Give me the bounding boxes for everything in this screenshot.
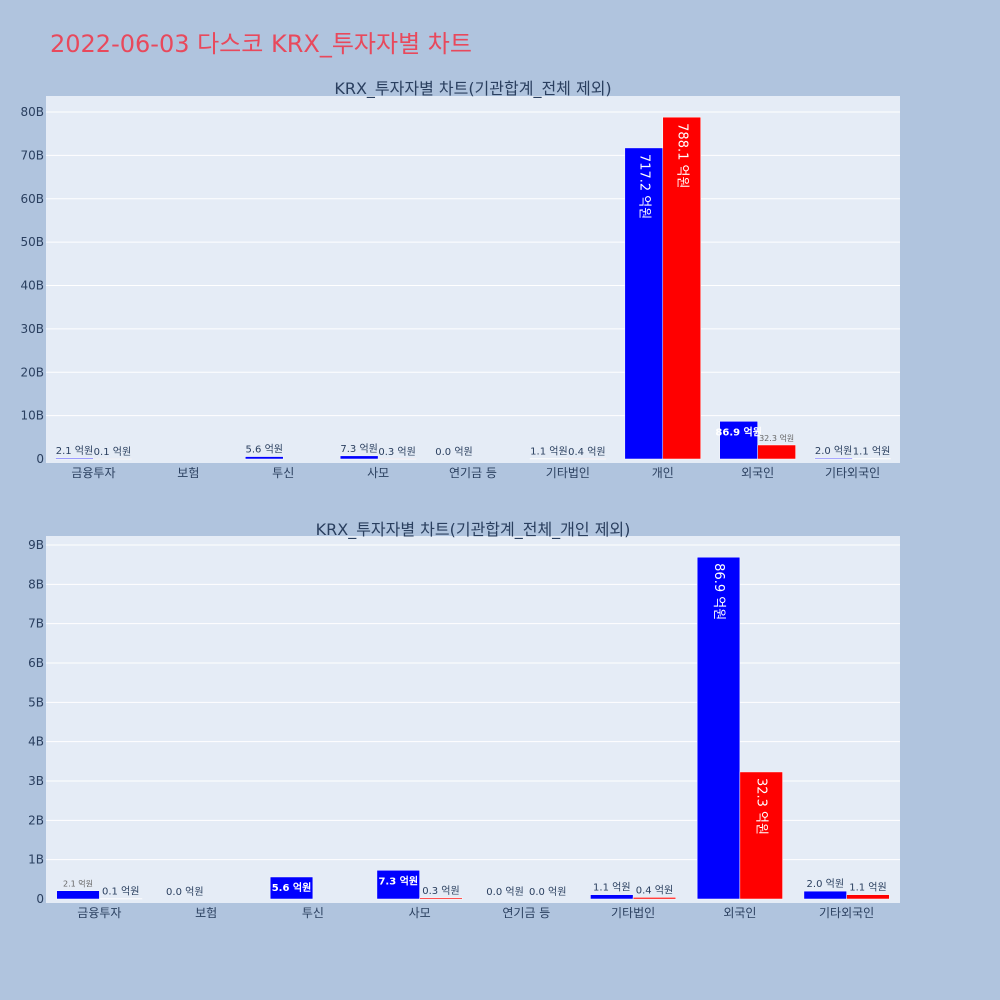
- y-tick-label: 0: [36, 452, 44, 466]
- bar: [419, 897, 463, 900]
- y-tick-label: 60B: [20, 192, 44, 206]
- data-label: 2.1 억원: [56, 445, 93, 457]
- data-label: 717.2 억원: [636, 154, 651, 219]
- data-label: 7.3 억원: [378, 874, 418, 887]
- bar: [719, 421, 758, 460]
- data-label: 0.1 억원: [102, 886, 139, 898]
- bar: [757, 444, 796, 460]
- x-tick-label: 기타외국인: [819, 906, 874, 920]
- bar: [662, 116, 701, 460]
- y-tick-label: 50B: [20, 235, 44, 249]
- data-label: 0.0 억원: [486, 886, 523, 898]
- data-label: 2.1 억원: [63, 879, 93, 889]
- plot-area: [46, 96, 900, 463]
- chart-2: 0 1B 2B 3B 4B 5B 6B 7B 8B 9B KRX_투자자별 차트(기관합계_전체_개…: [28, 520, 900, 920]
- x-tick-label: 외국인: [741, 466, 774, 480]
- data-label: 86.9 억원: [715, 425, 762, 438]
- bar: [803, 890, 847, 900]
- bar: [55, 457, 94, 460]
- bar: [56, 890, 100, 900]
- data-label: 0.1 억원: [94, 446, 131, 458]
- x-tick-label: 투신: [302, 906, 324, 920]
- y-tick-label: 3B: [28, 774, 44, 788]
- y-tick-label: 1B: [28, 853, 44, 867]
- data-label: 32.3 억원: [759, 433, 794, 443]
- data-label: 0.0 억원: [166, 886, 203, 898]
- data-label: 1.1 억원: [849, 882, 886, 894]
- y-tick-label: 40B: [20, 279, 44, 293]
- bar: [624, 147, 664, 460]
- data-label: 2.0 억원: [807, 878, 844, 890]
- bar: [376, 870, 420, 900]
- y-tick-label: 20B: [20, 365, 44, 379]
- y-tick-label: 8B: [28, 577, 44, 591]
- bar: [739, 771, 783, 900]
- bar: [269, 876, 314, 900]
- x-tick-label: 보험: [177, 466, 199, 480]
- y-tick-label: 4B: [28, 735, 44, 749]
- x-tick-label: 투신: [272, 466, 294, 480]
- bar: [632, 897, 677, 900]
- data-label: 1.1 억원: [593, 882, 630, 894]
- x-tick-label: 기타법인: [611, 906, 655, 920]
- data-label: 0.0 억원: [529, 886, 566, 898]
- y-tick-label: 5B: [28, 695, 44, 709]
- x-tick-label: 사모: [409, 906, 431, 920]
- x-tick-label: 연기금 등: [502, 906, 550, 920]
- y-tick-label: 70B: [20, 148, 44, 162]
- y-tick-label: 6B: [28, 656, 44, 670]
- bar: [814, 457, 853, 460]
- y-tick-label: 7B: [28, 617, 44, 631]
- x-tick-label: 기타법인: [546, 466, 590, 480]
- data-label: 0.3 억원: [422, 885, 459, 897]
- y-tick-label: 9B: [28, 538, 44, 552]
- x-tick-label: 금융투자: [77, 906, 121, 920]
- x-tick-label: 외국인: [723, 906, 756, 920]
- bar: [339, 455, 379, 460]
- main-title: 2022-06-03 다스코 KRX_투자자별 차트: [50, 30, 472, 58]
- data-label: 0.4 억원: [636, 884, 673, 896]
- data-label: 2.0 억원: [815, 445, 852, 457]
- data-label: 7.3 억원: [340, 443, 377, 455]
- x-tick-label: 기타외국인: [825, 466, 880, 480]
- data-label: 788.1 억원: [674, 123, 689, 188]
- x-tick-label: 금융투자: [71, 466, 115, 480]
- x-tick-label: 개인: [652, 466, 674, 480]
- chart-title: KRX_투자자별 차트(기관합계_전체_개인 제외): [316, 520, 631, 540]
- bar: [590, 894, 634, 900]
- data-label: 0.4 억원: [568, 446, 605, 458]
- data-label: 0.0 억원: [435, 446, 472, 458]
- chart-title: KRX_투자자별 차트(기관합계_전체 제외): [334, 79, 611, 99]
- y-tick-label: 30B: [20, 322, 44, 336]
- x-tick-label: 사모: [367, 466, 389, 480]
- data-label: 5.6 억원: [246, 444, 283, 456]
- data-label: 1.1 억원: [530, 446, 567, 458]
- x-tick-label: 연기금 등: [449, 466, 497, 480]
- bar: [696, 556, 741, 900]
- chart-1: 0 10B 20B 30B 40B 50B 60B 70B 80B KRX_투자자별 차트(기관합…: [20, 79, 900, 480]
- data-label: 0.3 억원: [378, 446, 415, 458]
- y-tick-label: 10B: [20, 409, 44, 423]
- bar: [245, 456, 284, 460]
- y-tick-label: 0: [36, 892, 44, 906]
- bar: [846, 894, 890, 900]
- data-label: 1.1 억원: [853, 446, 890, 458]
- data-label: 86.9 억원: [711, 563, 726, 620]
- x-tick-label: 보험: [195, 906, 217, 920]
- y-tick-label: 2B: [28, 813, 44, 827]
- data-label: 32.3 억원: [754, 778, 769, 835]
- data-label: 5.6 억원: [272, 881, 312, 894]
- y-tick-label: 80B: [20, 105, 44, 119]
